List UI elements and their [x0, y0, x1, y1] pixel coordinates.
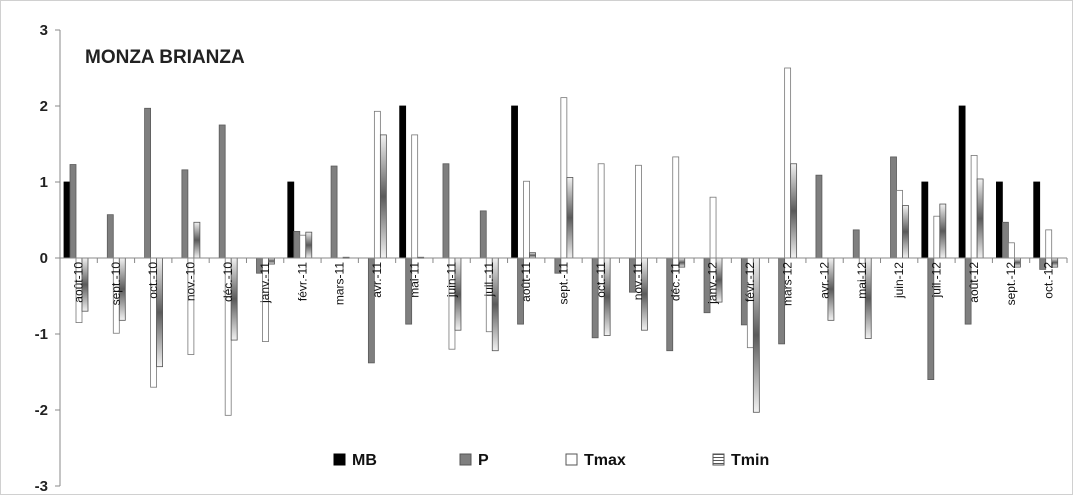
- x-tick-label: avr.-11: [370, 262, 384, 298]
- y-tick-label: 2: [40, 98, 48, 115]
- legend-label-tmax: Tmax: [584, 452, 626, 469]
- legend-swatch-tmin: [712, 453, 725, 466]
- x-tick-label: sept.-10: [109, 262, 123, 306]
- bar-tmax: [672, 156, 680, 259]
- y-tick-label: -1: [35, 326, 48, 343]
- bar-mb: [958, 105, 966, 259]
- x-tick-label: juin-12: [892, 262, 906, 299]
- x-tick-label: août-11: [519, 262, 533, 302]
- y-tick-label: -2: [35, 402, 48, 419]
- bar-tmin: [976, 178, 984, 259]
- bar-p: [293, 230, 301, 259]
- bar-p: [479, 210, 487, 259]
- bar-tmax: [523, 180, 530, 259]
- bar-mb: [1033, 181, 1041, 259]
- bar-tmin: [193, 221, 201, 259]
- bar-tmax: [411, 134, 419, 259]
- x-tick-label: juin-11: [445, 262, 459, 298]
- x-tick-label: oct.-10: [146, 262, 160, 299]
- bar-tmin: [790, 163, 798, 259]
- bar-p: [890, 156, 897, 259]
- bar-p: [1002, 221, 1009, 259]
- bar-tmax: [597, 163, 605, 259]
- bar-tmax: [709, 196, 717, 259]
- bar-tmax: [933, 215, 941, 259]
- bar-p: [181, 169, 189, 259]
- y-tick-label: 3: [40, 22, 48, 39]
- x-tick-label: déc.-10: [221, 262, 235, 302]
- y-tick-label: -3: [35, 478, 48, 495]
- bar-tmin: [379, 134, 387, 259]
- x-tick-label: janv.-11: [258, 262, 272, 304]
- x-tick-label: déc.-11: [668, 262, 682, 301]
- x-tick-label: sept.-11: [557, 262, 571, 305]
- bar-tmin: [902, 205, 909, 259]
- bar-tmin: [305, 231, 313, 259]
- y-tick-label: 1: [40, 174, 48, 191]
- chart-title: MONZA BRIANZA: [85, 47, 245, 68]
- x-tick-label: nov.-10: [184, 262, 198, 301]
- bar-tmin: [566, 177, 574, 259]
- bar-mb: [921, 181, 929, 259]
- bar-tmax: [299, 234, 307, 259]
- bar-tmax: [1008, 242, 1015, 259]
- x-tick-label: oct.-12: [1041, 262, 1055, 299]
- x-tick-label: févr.-12: [743, 262, 757, 302]
- bar-tmin: [529, 252, 536, 259]
- x-tick-label: nov.-11: [631, 262, 645, 301]
- x-tick-label: août-12: [967, 262, 981, 303]
- legend-swatch-tmax: [565, 453, 578, 466]
- bar-tmax: [635, 164, 642, 259]
- bar-p: [106, 214, 114, 259]
- legend-swatch-p: [459, 453, 472, 466]
- plot-area: 3 2 1 0 -1 -2 -3 août-10 sept.-10 oct.-10 nov.-10 d…: [35, 22, 1068, 495]
- x-tick-label: avr.-12: [818, 262, 832, 299]
- x-tick-label: juil.-12: [929, 262, 943, 299]
- x-tick-label: mars-11: [333, 262, 347, 305]
- bar-mb: [511, 105, 518, 259]
- y-tick-label: 0: [40, 250, 48, 267]
- bar-p: [815, 174, 823, 259]
- x-tick-label: mars-12: [780, 262, 794, 306]
- bar-tmax: [896, 189, 903, 259]
- legend-label-p: P: [478, 452, 489, 469]
- legend: MB P Tmax Tmin: [333, 452, 769, 469]
- bar-tmax: [1045, 229, 1053, 259]
- x-tick-label: août-10: [72, 262, 86, 303]
- x-tick-label: juil.-11: [482, 262, 496, 298]
- x-tick-label: sept.-12: [1004, 262, 1018, 306]
- bar-p: [330, 165, 338, 259]
- legend-label-mb: MB: [352, 452, 377, 469]
- x-tick-label: janv.-12: [706, 262, 720, 305]
- x-tick-label: févr.-11: [295, 262, 309, 301]
- legend-swatch-mb: [333, 453, 346, 466]
- bar-p: [144, 107, 151, 259]
- bar-p: [852, 229, 860, 259]
- bar-p: [218, 124, 226, 259]
- bar-tmax: [373, 110, 381, 259]
- legend-label-tmin: Tmin: [731, 452, 769, 469]
- bar-tmax: [560, 97, 568, 259]
- bar-mb: [63, 181, 71, 259]
- bar-p: [442, 163, 450, 259]
- x-tick-label: oct.-11: [594, 262, 608, 298]
- bar-mb: [996, 181, 1003, 259]
- bar-tmax: [970, 154, 978, 259]
- bar-tmin: [939, 203, 947, 259]
- x-tick-label: mai-12: [855, 262, 869, 299]
- bar-mb: [399, 105, 407, 259]
- x-tick-label: mai-11: [407, 262, 421, 298]
- bar-mb: [287, 181, 295, 259]
- bar-p: [69, 164, 77, 259]
- bar-tmax: [784, 67, 792, 259]
